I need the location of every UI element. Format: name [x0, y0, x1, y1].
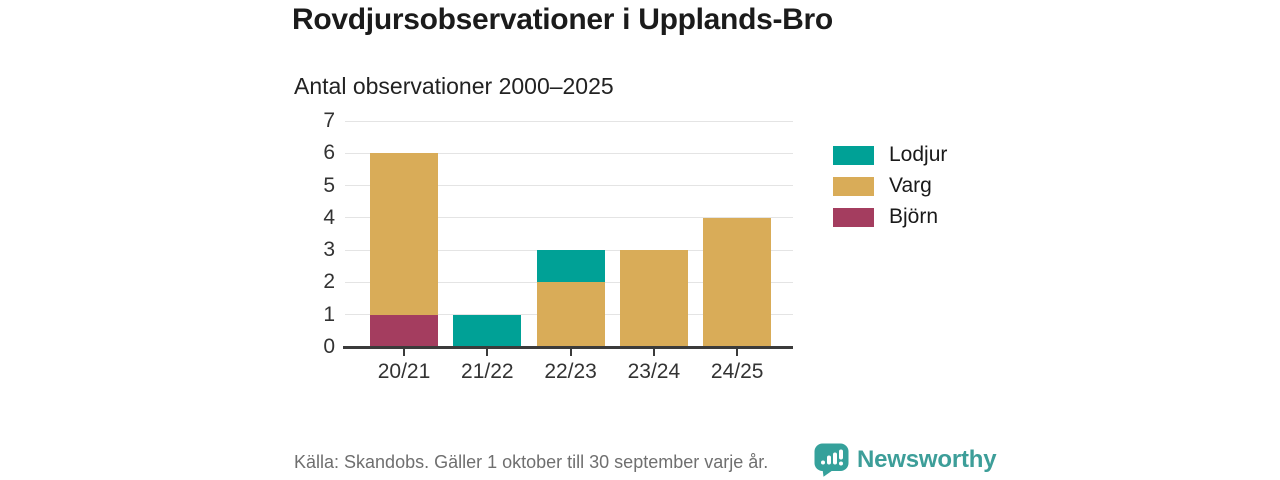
- bar-segment-varg: [619, 250, 688, 347]
- newsworthy-brand[interactable]: Newsworthy: [814, 443, 997, 477]
- y-axis-label: 5: [323, 173, 335, 197]
- legend-label: Varg: [889, 174, 932, 197]
- y-axis-label: 0: [323, 335, 335, 358]
- x-axis-tick: [736, 348, 739, 356]
- legend-item: Varg: [833, 175, 932, 197]
- gridline: [345, 152, 793, 154]
- y-axis-label: 1: [323, 302, 335, 326]
- bar-segment-varg: [536, 282, 605, 347]
- x-axis-label: 24/25: [710, 360, 764, 383]
- chart-subtitle: Antal observationer 2000–2025: [294, 73, 614, 99]
- bar-chart-speech-bubble-icon: [814, 443, 849, 477]
- legend-item: Lodjur: [833, 144, 947, 166]
- x-axis-line: [343, 346, 793, 349]
- y-axis-label: 7: [323, 109, 335, 132]
- x-axis-tick: [569, 348, 572, 356]
- x-axis-tick: [403, 348, 405, 356]
- legend-item: Björn: [833, 206, 938, 228]
- newsworthy-wordmark: Newsworthy: [857, 446, 997, 473]
- x-axis-label: 21/22: [461, 360, 514, 383]
- x-axis-label: 23/24: [627, 360, 681, 383]
- x-axis-tick: [486, 348, 489, 356]
- source-note: Källa: Skandobs. Gäller 1 oktober till 3…: [294, 452, 769, 472]
- y-axis-label: 4: [323, 205, 335, 229]
- legend-swatch-lodjur: [833, 145, 874, 165]
- bar-segment-varg: [370, 153, 438, 315]
- gridline: [345, 185, 793, 187]
- y-axis-label: 6: [323, 141, 335, 165]
- chart-title: Rovdjursobservationer i Upplands-Bro: [292, 3, 833, 36]
- x-axis-label: 22/23: [544, 360, 597, 383]
- x-axis-label: 20/21: [377, 360, 431, 383]
- gridline: [345, 217, 793, 219]
- gridline: [345, 120, 793, 122]
- legend-label: Björn: [889, 205, 939, 228]
- legend-label: Lodjur: [889, 143, 948, 166]
- bar-segment-varg: [703, 217, 772, 347]
- legend-swatch-varg: [833, 176, 874, 196]
- legend-swatch-björn: [833, 207, 874, 227]
- bar-segment-lodjur: [536, 250, 605, 283]
- y-axis-label: 2: [323, 270, 335, 294]
- y-axis-label: 3: [323, 238, 335, 262]
- bar-segment-björn: [370, 314, 438, 347]
- bar-segment-lodjur: [453, 314, 522, 347]
- x-axis-tick: [652, 348, 655, 356]
